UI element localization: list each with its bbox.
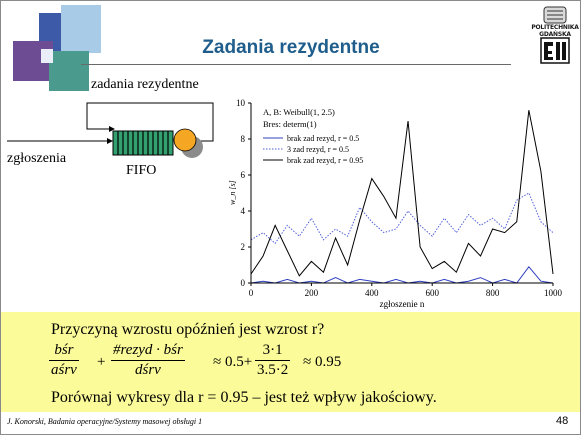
university-logo: POLITECHNIKA GDAŃSKA (531, 5, 579, 65)
legend-label-1: brak zad rezyd, r = 0.5 (287, 134, 359, 143)
fraction-1-bar (49, 360, 79, 361)
fifo-queue-slots (117, 131, 169, 155)
logo-emblem-icon (540, 6, 570, 64)
deco-square-teal (49, 51, 89, 91)
formula: bśr aśrv + #rezyd · bśr dśrv ≈ 0.5+ 3·1 … (49, 342, 449, 390)
approx-1: ≈ 0.5+ (213, 354, 253, 370)
y-axis-label: w_n [s] (228, 180, 237, 205)
x-tick-label: 600 (425, 288, 439, 298)
x-tick-label: 400 (365, 288, 379, 298)
annotation-2: Bres: determ(1) (263, 119, 317, 129)
server-circle (173, 128, 197, 152)
delay-chart: 0 200 400 600 800 1000 0 2 4 6 8 10 A, B: Weibull(1… (228, 98, 563, 309)
fraction-3-bar (255, 360, 291, 361)
question-text: Przyczyną wzrostu opóźnień jest wzrost r… (51, 321, 325, 338)
logo-text-line2: GDAŃSKA (539, 31, 571, 38)
fraction-2-numerator: #rezyd · bśr (113, 342, 183, 358)
y-tick-label: 6 (241, 170, 246, 180)
deco-square-white (41, 49, 53, 63)
fraction-3-denominator: 3.5·2 (257, 362, 289, 378)
y-tick-label: 8 (241, 134, 246, 144)
title-underline (81, 64, 511, 65)
footer-text: J. Konorski, Badania operacyjne/Systemy … (7, 417, 203, 426)
y-tick-label: 2 (241, 242, 246, 252)
fraction-1-denominator: aśrv (51, 362, 77, 378)
fraction-2-bar (111, 360, 185, 361)
approx-2: ≈ 0.95 (303, 354, 342, 370)
comparison-text: Porównaj wykresy dla r = 0.95 – jest też… (51, 389, 437, 406)
fraction-1-numerator: bśr (54, 342, 74, 358)
input-arrowhead (107, 138, 113, 144)
plus-sign: + (97, 354, 106, 370)
fraction-3-numerator: 3·1 (262, 342, 283, 358)
series-line-3 (250, 110, 554, 277)
fraction-2-denominator: dśrv (135, 362, 161, 378)
y-tick-label: 4 (241, 206, 246, 216)
feedback-arrowhead (109, 126, 115, 132)
y-tick-label: 0 (241, 278, 246, 288)
legend-label-2: 3 zad rezyd, r = 0.5 (287, 145, 349, 154)
series-line-2 (250, 192, 554, 245)
x-tick-label: 800 (486, 288, 500, 298)
feedback-loop (86, 102, 214, 142)
conclusion-box: Przyczyną wzrostu opóźnień jest wzrost r… (1, 312, 580, 412)
plot-area (251, 103, 553, 283)
logo-text-line1: POLITECHNIKA (531, 24, 579, 31)
x-tick-label: 0 (249, 288, 254, 298)
x-tick-label: 1000 (544, 288, 563, 298)
queue-label: FIFO (126, 163, 157, 178)
deco-square-lightblue (61, 5, 101, 53)
legend-label-3: brak zad rezyd, r = 0.95 (287, 156, 363, 165)
page-number: 48 (556, 415, 569, 427)
feedback-label: zadania rezydentne (91, 77, 199, 92)
annotation-1: A, B: Weibull(1, 2.5) (263, 107, 335, 117)
slide-title: Zadania rezydentne (202, 37, 380, 58)
fraction-1: bśr aśrv (49, 342, 79, 379)
fraction-2: #rezyd · bśr dśrv (111, 342, 185, 379)
y-tick-label: 10 (236, 98, 246, 108)
x-axis-label: zgłoszenie n (380, 299, 425, 309)
fraction-3: 3·1 3.5·2 (255, 342, 291, 379)
input-label: zgłoszenia (7, 151, 67, 166)
x-tick-label: 200 (305, 288, 319, 298)
queue-diagram (7, 102, 214, 158)
